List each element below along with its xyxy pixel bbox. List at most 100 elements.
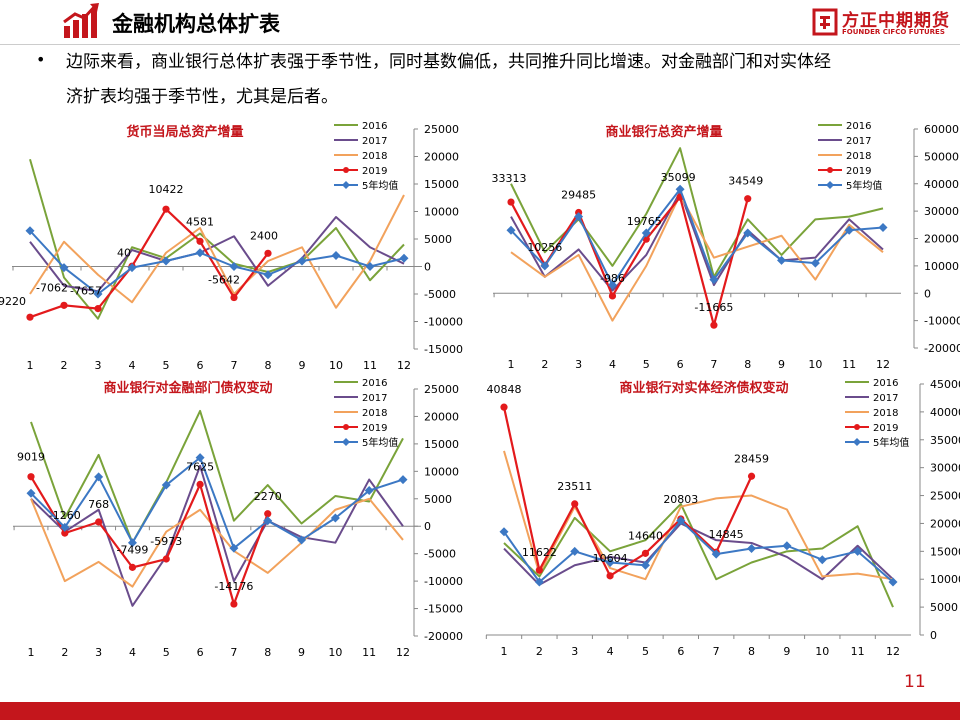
chart4-point-avg: [499, 527, 509, 537]
chart3-y-tick-label: -10000: [424, 575, 463, 588]
chart4-y-tick-label: 15000: [930, 545, 960, 558]
footer-bar: [0, 702, 960, 720]
chart2-y-tick-label: 50000: [924, 150, 959, 163]
chart4-x-tick-label: 6: [677, 645, 684, 658]
chart2-legend-marker: [826, 181, 834, 189]
chart1-x-tick-label: 6: [197, 359, 204, 372]
chart3-point-avg: [195, 453, 205, 463]
chart4-point-2019: [747, 472, 756, 480]
chart4-point-2019: [606, 572, 614, 580]
bullet-line-1: 边际来看，商业银行总体扩表强于季节性，同时基数偏低，共同推升同比增速。对金融部门…: [66, 52, 831, 72]
chart3-point-avg: [60, 522, 70, 532]
chart4-point-2019: [535, 566, 543, 574]
chart2-y-tick-label: -20000: [924, 342, 960, 355]
chart3-point-2019: [196, 480, 204, 488]
chart4-y-tick-label: 25000: [930, 490, 960, 503]
chart2-point-2019: [608, 292, 617, 300]
chart1-point-avg: [331, 251, 341, 260]
chart3-data-label: -14176: [214, 580, 253, 593]
chart4-y-tick-label: 40000: [930, 406, 960, 419]
chart3-y-tick-label: 10000: [424, 465, 459, 478]
chart4-x-tick-label: 10: [815, 645, 829, 658]
chart1-series-line-0: [29, 158, 405, 320]
chart3-point-avg: [364, 486, 374, 496]
chart1-y-tick-label: 0: [424, 261, 431, 274]
chart3-legend-label: 2018: [362, 408, 387, 419]
chart3-x-tick-label: 4: [129, 646, 136, 659]
chart1-point-avg: [229, 262, 239, 271]
chart1-point-avg: [263, 270, 273, 280]
chart3-data-label: -5973: [150, 535, 182, 548]
chart1-x-tick-label: 3: [95, 359, 102, 372]
chart2-point-2019: [710, 321, 718, 329]
chart3-point-avg: [127, 538, 137, 548]
chart3-series-line-3: [30, 476, 269, 606]
chart1-legend-label: 2019: [362, 166, 387, 177]
chart1-x-tick-label: 12: [397, 359, 411, 372]
chart3-point-avg: [263, 516, 273, 526]
chart1-y-tick-label: 15000: [424, 178, 459, 191]
chart2-series-line-2: [510, 193, 884, 322]
chart4-point-avg: [534, 577, 544, 587]
chart1-x-tick-label: 7: [231, 359, 238, 372]
chart4-legend-label: 2018: [873, 408, 898, 419]
chart1-data-label: -5642: [208, 274, 240, 287]
chart4-x-tick-label: 2: [536, 645, 543, 658]
chart1-point-avg: [297, 256, 307, 266]
chart4-data-label: 23511: [557, 480, 592, 493]
chart1-y-tick-label: -15000: [424, 343, 463, 356]
chart3-data-label: 2270: [254, 490, 282, 503]
chart2-x-tick-label: 5: [643, 358, 650, 371]
chart4-point-avg: [640, 560, 650, 570]
chart2-legend-label: 2017: [846, 136, 871, 147]
chart3-legend-label: 2017: [362, 393, 387, 404]
chart4-point-avg: [782, 541, 792, 551]
bullet-dot: •: [36, 50, 46, 69]
chart1-x-tick-label: 10: [329, 359, 343, 372]
growth-chart-icon: [63, 3, 99, 38]
chart4-series-line-0: [503, 502, 894, 608]
chart2-legend-label: 2016: [846, 121, 871, 132]
chart1-point-avg: [93, 289, 103, 299]
chart3-x-tick-label: 2: [61, 646, 68, 659]
chart2-y-tick-label: -10000: [924, 315, 960, 328]
chart3-data-label: -1260: [49, 509, 81, 522]
chart4-x-tick-label: 9: [783, 645, 790, 658]
chart3-legend-label: 2016: [362, 378, 387, 389]
chart1-y-tick-label: -5000: [424, 288, 456, 301]
chart4-series-line-1: [503, 522, 894, 586]
chart3-point-2019: [162, 555, 170, 563]
chart2-x-tick-label: 7: [710, 358, 717, 371]
chart4-y-tick-label: 0: [930, 629, 937, 642]
chart1-point-avg: [161, 256, 171, 266]
logo-text-en: FOUNDER CIFCO FUTURES: [842, 28, 945, 36]
page-title: 金融机构总体扩表: [112, 12, 280, 36]
chart1-y-tick-label: 20000: [424, 151, 459, 164]
chart3-x-tick-label: 11: [362, 646, 376, 659]
chart1-point-2019: [230, 293, 238, 302]
chart4-legend-label: 5年均值: [873, 436, 909, 449]
chart2-y-tick-label: 0: [924, 287, 931, 300]
chart4-point-2019: [571, 500, 579, 508]
chart3-x-tick-label: 3: [95, 646, 102, 659]
chart2-data-label: 19765: [627, 215, 662, 228]
chart4-y-tick-label: 35000: [930, 434, 960, 447]
chart1-point-2019: [26, 313, 34, 321]
page-number: 11: [904, 672, 926, 692]
chart2-series-line-1: [510, 190, 884, 292]
chart3-legend-marker: [343, 424, 349, 430]
chart3-point-avg: [26, 488, 36, 498]
chart3-point-2019: [230, 600, 238, 608]
chart2-x-tick-label: 2: [541, 358, 548, 371]
chart2-y-tick-label: 10000: [924, 260, 959, 273]
chart3-data-label: -7499: [116, 543, 148, 556]
chart4-x-tick-label: 4: [607, 645, 614, 658]
chart1-x-tick-label: 11: [363, 359, 377, 372]
chart1-point-avg: [399, 253, 409, 263]
chart2-x-tick-label: 6: [677, 358, 684, 371]
chart2-data-label: 33313: [492, 172, 527, 185]
chart2-point-avg: [743, 228, 753, 238]
chart4-x-tick-label: 1: [501, 645, 508, 658]
chart3-x-tick-label: 10: [328, 646, 342, 659]
chart3-data-label: 7625: [186, 460, 214, 473]
